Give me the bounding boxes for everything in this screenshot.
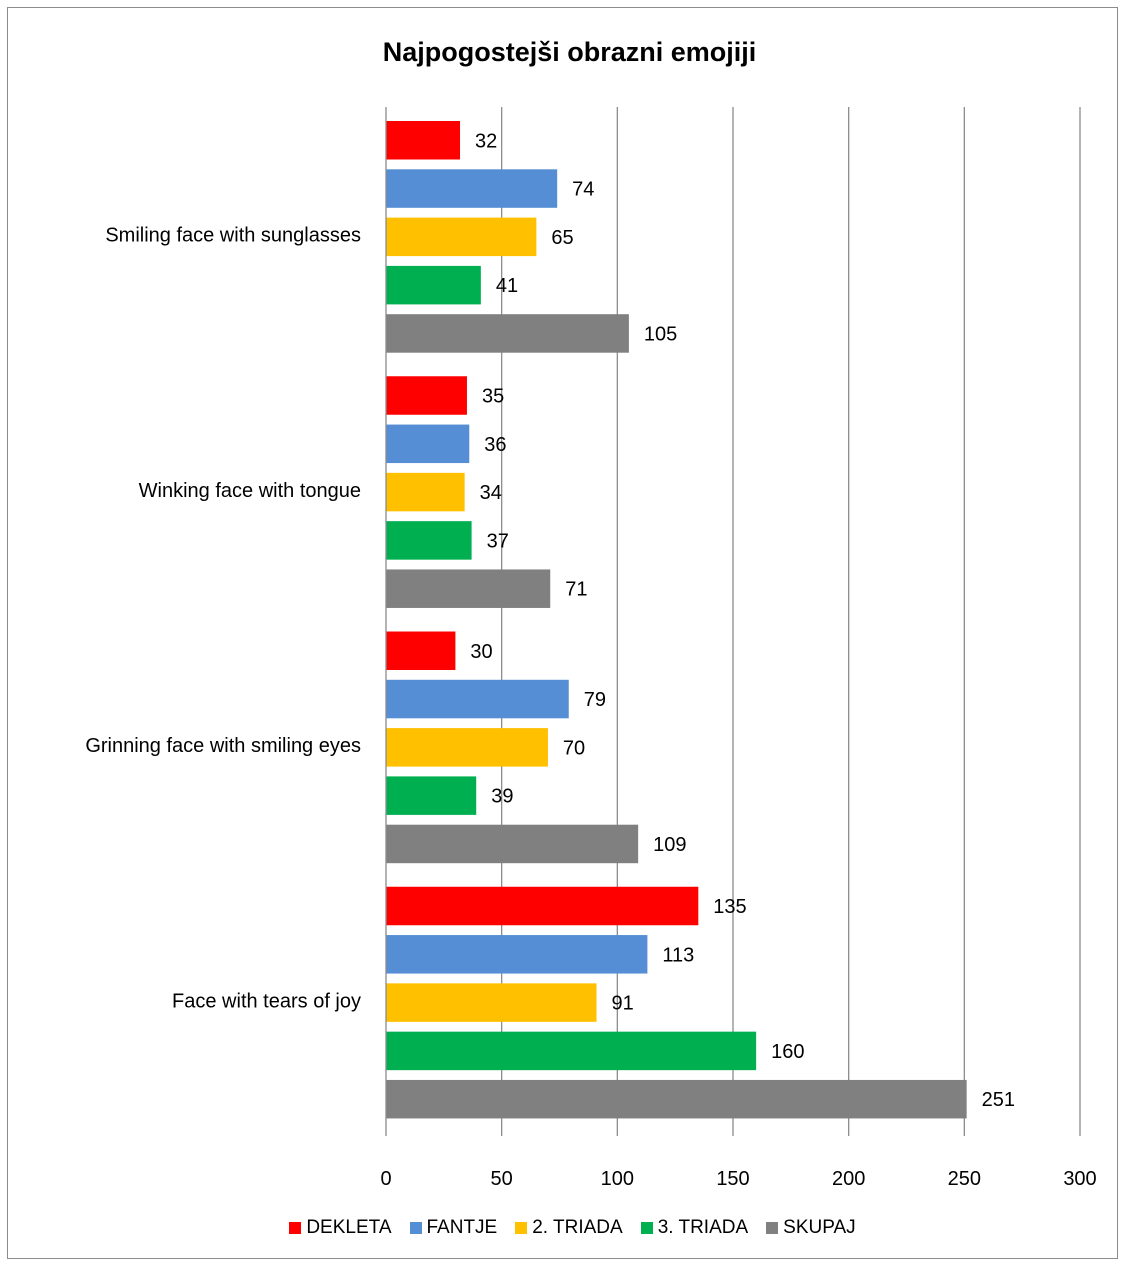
bar-dekleta <box>386 376 467 415</box>
x-tick-label: 200 <box>832 1168 865 1190</box>
data-label: 30 <box>470 641 492 663</box>
bar-dekleta <box>386 886 699 926</box>
data-label: 70 <box>563 737 585 759</box>
data-label: 39 <box>491 786 513 808</box>
bar-skupaj <box>386 569 551 608</box>
data-label: 71 <box>565 579 587 601</box>
bar-2-triada <box>386 983 597 1022</box>
data-label: 105 <box>644 323 677 345</box>
data-label: 160 <box>771 1041 804 1063</box>
x-tick-label: 50 <box>491 1168 513 1190</box>
data-label: 74 <box>572 179 594 201</box>
x-tick-label: 100 <box>601 1168 634 1190</box>
bar-skupaj <box>386 824 639 864</box>
bar-3-triada <box>386 265 481 305</box>
x-tick-label: 150 <box>716 1168 749 1190</box>
data-label: 34 <box>480 482 502 504</box>
data-label: 65 <box>551 227 573 249</box>
bar-3-triada <box>386 1031 757 1071</box>
bar-2-triada <box>386 217 537 257</box>
bar-2-triada <box>386 728 548 767</box>
data-label: 36 <box>484 434 506 456</box>
data-label: 32 <box>475 130 497 152</box>
data-label: 135 <box>713 896 746 918</box>
chart-title: Najpogostejši obrazni emojiji <box>382 37 757 67</box>
bar-fantje <box>386 424 470 464</box>
legend: DEKLETA FANTJE 2. TRIADA 3. TRIADA SKUPAJ <box>0 1217 1125 1239</box>
data-label: 251 <box>982 1089 1015 1111</box>
data-label: 35 <box>482 386 504 408</box>
bar-fantje <box>386 679 569 719</box>
legend-item: 3. TRIADA <box>640 1217 749 1239</box>
legend-label: 2. TRIADA <box>532 1217 623 1238</box>
legend-item: FANTJE <box>409 1217 498 1239</box>
legend-item: DEKLETA <box>289 1217 392 1239</box>
legend-label: SKUPAJ <box>783 1217 856 1238</box>
bar-fantje <box>386 935 648 974</box>
bar-3-triada <box>386 776 477 815</box>
bar-dekleta <box>386 121 461 160</box>
category-label: Winking face with tongue <box>139 480 361 502</box>
bar-skupaj <box>386 1079 967 1119</box>
x-tick-label: 0 <box>380 1168 391 1190</box>
category-label: Smiling face with sunglasses <box>105 225 361 247</box>
legend-item: SKUPAJ <box>766 1217 856 1239</box>
legend-label: FANTJE <box>426 1217 498 1238</box>
data-label: 91 <box>612 993 634 1015</box>
legend-item: 2. TRIADA <box>515 1217 623 1239</box>
bar-dekleta <box>386 631 456 670</box>
legend-label: DEKLETA <box>306 1217 392 1238</box>
bar-skupaj <box>386 314 629 353</box>
legend-swatch <box>515 1222 528 1234</box>
bar-3-triada <box>386 521 472 560</box>
legend-swatch <box>640 1222 653 1234</box>
bar-fantje <box>386 169 558 208</box>
x-tick-label: 250 <box>948 1168 981 1190</box>
legend-swatch <box>409 1222 422 1234</box>
bar-2-triada <box>386 472 465 512</box>
category-label: Face with tears of joy <box>172 990 361 1012</box>
data-label: 41 <box>496 275 518 297</box>
legend-swatch <box>766 1222 779 1234</box>
legend-label: 3. TRIADA <box>657 1217 749 1238</box>
legend-swatch <box>289 1222 302 1234</box>
x-tick-label: 300 <box>1063 1168 1096 1190</box>
category-label: Grinning face with smiling eyes <box>85 735 361 757</box>
data-label: 37 <box>487 530 509 552</box>
data-label: 113 <box>662 944 694 966</box>
data-label: 79 <box>584 689 606 711</box>
data-label: 109 <box>653 834 686 856</box>
